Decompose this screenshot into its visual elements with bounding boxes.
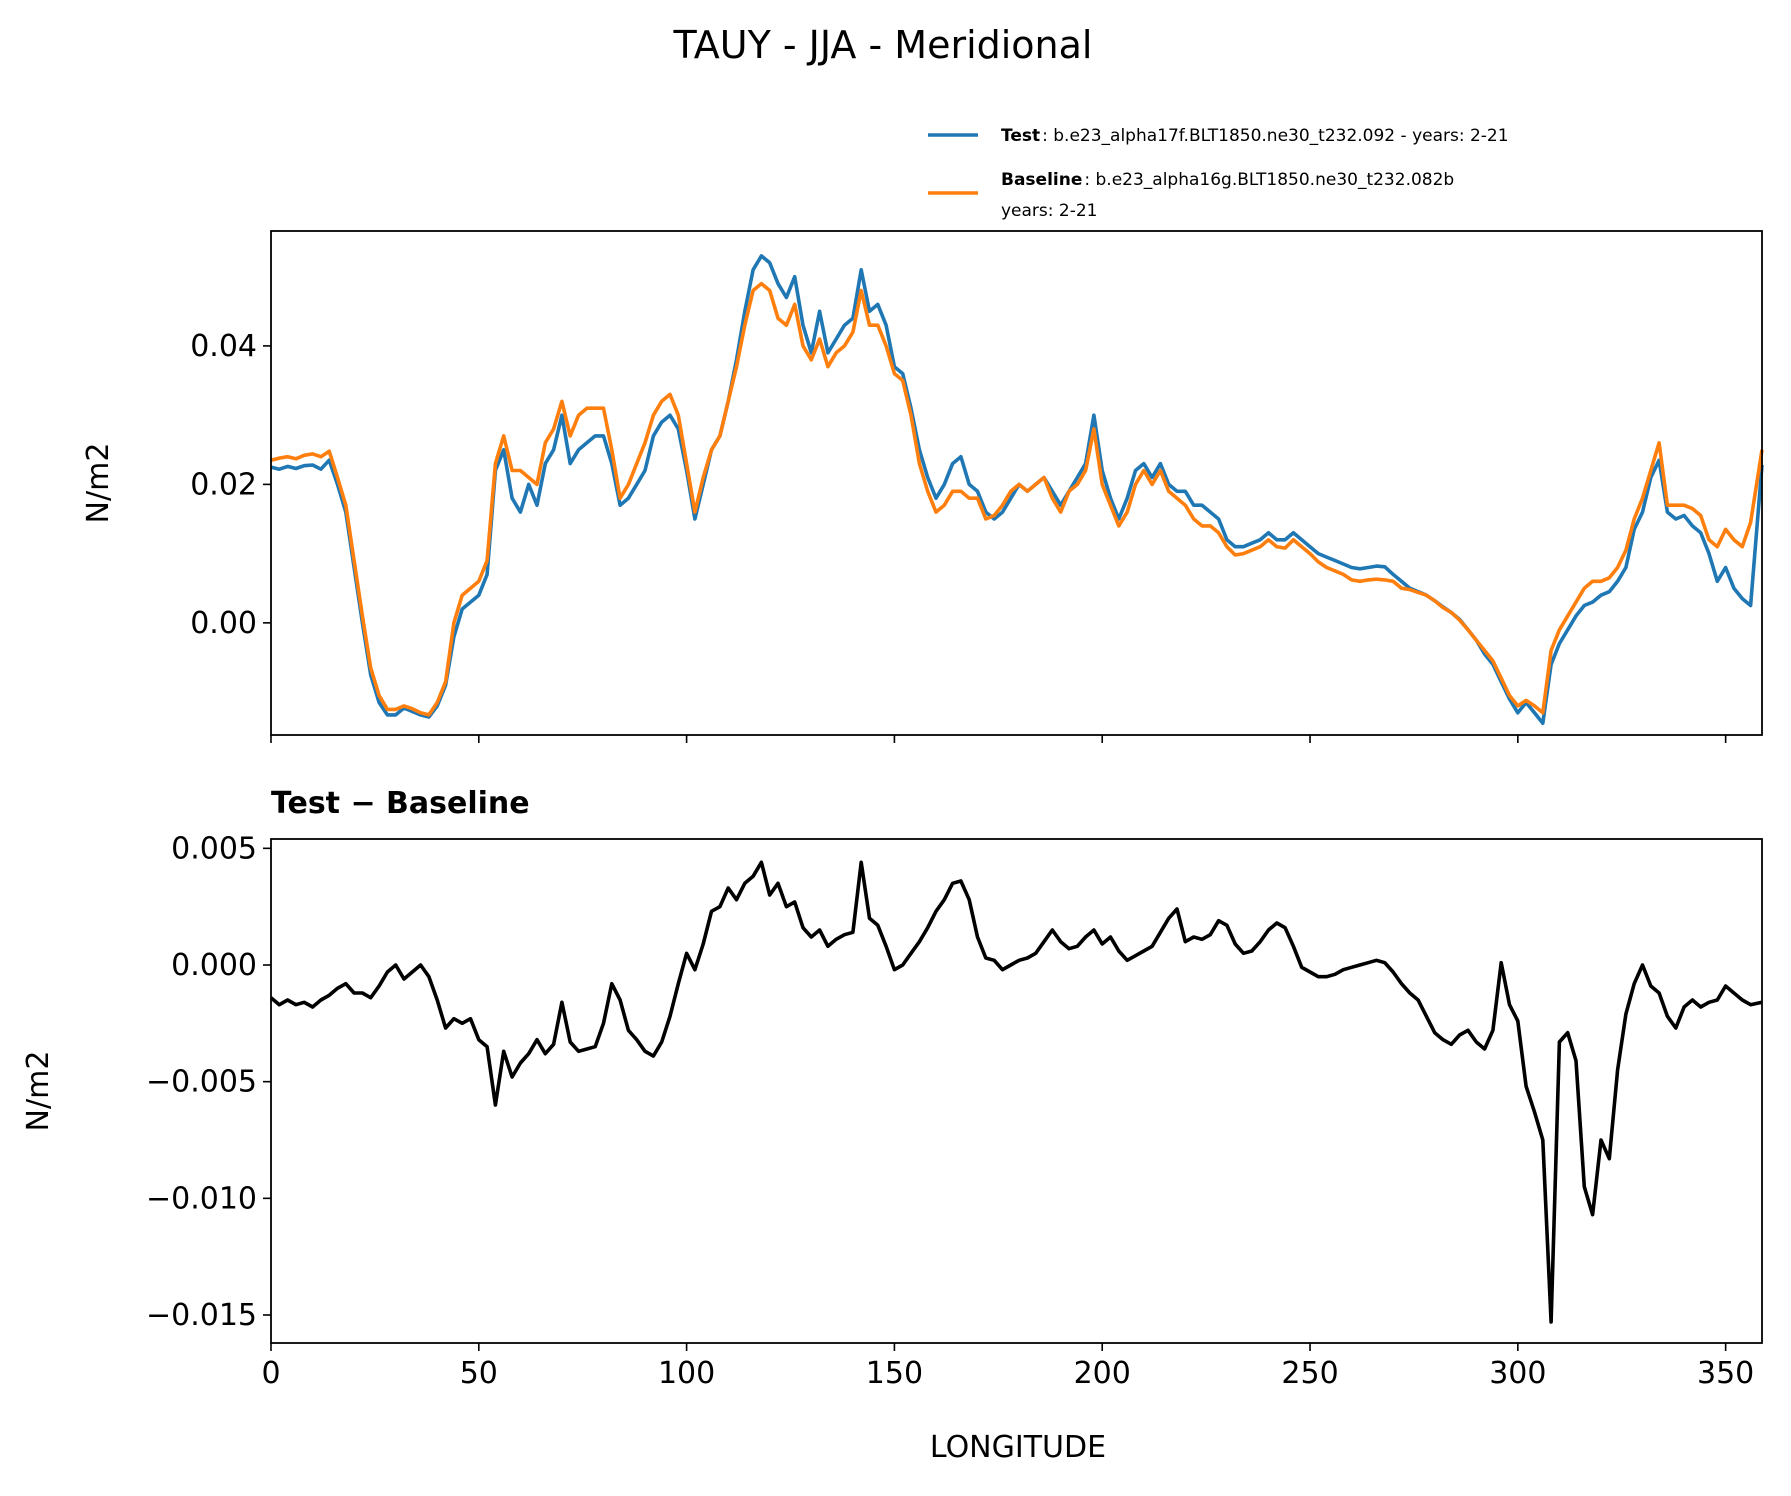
x-tick-label: 300 bbox=[1489, 1356, 1546, 1391]
y-tick-label: 0.02 bbox=[190, 467, 257, 502]
plot-frame-0 bbox=[270, 230, 1763, 736]
y-tick-label: −0.015 bbox=[146, 1298, 257, 1333]
y-tick-label: 0.04 bbox=[190, 329, 257, 364]
y-tick-label: 0.00 bbox=[190, 606, 257, 641]
y-axis-label-1: N/m2 bbox=[21, 1051, 56, 1132]
x-tick-label: 250 bbox=[1281, 1356, 1338, 1391]
series-line-series-0-1 bbox=[269, 860, 1763, 1324]
y-tick-label: 0.005 bbox=[171, 831, 257, 866]
legend-baseline-text: : b.e23_alpha16g.BLT1850.ne30_t232.082b bbox=[1084, 170, 1454, 190]
bottom-plot-title: Test − Baseline bbox=[271, 786, 530, 821]
x-axis-label: LONGITUDE bbox=[930, 1430, 1106, 1465]
y-tick-label: −0.010 bbox=[146, 1181, 257, 1216]
legend-test-bold: Test bbox=[1001, 126, 1040, 146]
x-tick-label: 150 bbox=[866, 1356, 923, 1391]
x-tick-label: 0 bbox=[261, 1356, 280, 1391]
x-tick-label: 350 bbox=[1697, 1356, 1754, 1391]
plot-frame-1 bbox=[270, 838, 1763, 1344]
series-line-test-0 bbox=[270, 254, 1764, 725]
y-axis-label-0: N/m2 bbox=[81, 443, 116, 524]
legend-baseline-years: years: 2-21 bbox=[1001, 201, 1098, 221]
legend: Test: b.e23_alpha17f.BLT1850.ne30_t232.0… bbox=[928, 126, 1509, 221]
bottom-plot: 0 50 100 150 200 250 300 350 0.005 0.000 −0.005 −0.… bbox=[21, 831, 1763, 1391]
y-tick-label: 0.000 bbox=[171, 948, 257, 983]
legend-entry-baseline: Baseline: b.e23_alpha16g.BLT1850.ne30_t2… bbox=[1001, 170, 1454, 190]
y-tick-label: −0.005 bbox=[146, 1065, 257, 1100]
legend-baseline-bold: Baseline bbox=[1001, 170, 1082, 190]
x-tick-label: 200 bbox=[1074, 1356, 1131, 1391]
top-plot: 0.00 0.02 0.04 N/m2 bbox=[81, 230, 1764, 743]
legend-test-text: : b.e23_alpha17f.BLT1850.ne30_t232.092 -… bbox=[1042, 126, 1508, 146]
legend-entry-test: Test: b.e23_alpha17f.BLT1850.ne30_t232.0… bbox=[1001, 126, 1509, 146]
x-tick-label: 100 bbox=[658, 1356, 715, 1391]
figure-title: TAUY - JJA - Meridional bbox=[673, 23, 1093, 67]
series-line-baseline-0 bbox=[270, 281, 1764, 717]
x-tick-label: 50 bbox=[460, 1356, 498, 1391]
